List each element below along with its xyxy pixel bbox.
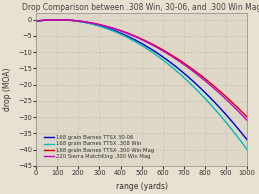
168 grain Barnes TTSX .300 Win Mag: [246, 116, 249, 118]
Legend: 168 grain Barnes TTSX 30-06, 168 grain Barnes TTSX .308 Win, 168 grain Barnes TT: 168 grain Barnes TTSX 30-06, 168 grain B…: [43, 134, 155, 160]
220 Sierra MatchKing .300 Win Mag: [203, 79, 206, 81]
168 grain Barnes TTSX .308 Win: [246, 148, 249, 151]
X-axis label: range (yards): range (yards): [116, 182, 168, 191]
220 Sierra MatchKing .300 Win Mag: [56, 19, 59, 21]
168 grain Barnes TTSX .308 Win: [35, 20, 38, 23]
220 Sierra MatchKing .300 Win Mag: [56, 19, 60, 21]
168 grain Barnes TTSX 30-06: [180, 70, 183, 72]
220 Sierra MatchKing .300 Win Mag: [120, 30, 123, 32]
Line: 168 grain Barnes TTSX 30-06: 168 grain Barnes TTSX 30-06: [36, 20, 247, 140]
Line: 220 Sierra MatchKing .300 Win Mag: 220 Sierra MatchKing .300 Win Mag: [36, 20, 247, 120]
168 grain Barnes TTSX 30-06: [56, 19, 59, 21]
168 grain Barnes TTSX 30-06: [120, 32, 123, 35]
168 grain Barnes TTSX 30-06: [128, 36, 131, 38]
168 grain Barnes TTSX .300 Win Mag: [56, 19, 60, 21]
168 grain Barnes TTSX 30-06: [246, 139, 249, 141]
168 grain Barnes TTSX .300 Win Mag: [203, 77, 206, 80]
168 grain Barnes TTSX .308 Win: [128, 37, 131, 40]
Line: 168 grain Barnes TTSX .300 Win Mag: 168 grain Barnes TTSX .300 Win Mag: [36, 20, 247, 117]
168 grain Barnes TTSX .300 Win Mag: [120, 30, 123, 32]
Title: Drop Comparison between .308 Win, 30-06, and .300 Win Mag: Drop Comparison between .308 Win, 30-06,…: [22, 3, 259, 12]
168 grain Barnes TTSX .308 Win: [199, 93, 203, 95]
220 Sierra MatchKing .300 Win Mag: [246, 119, 249, 121]
168 grain Barnes TTSX .308 Win: [180, 74, 183, 76]
168 grain Barnes TTSX .300 Win Mag: [180, 60, 183, 62]
220 Sierra MatchKing .300 Win Mag: [180, 61, 183, 64]
168 grain Barnes TTSX .308 Win: [120, 34, 123, 36]
168 grain Barnes TTSX .300 Win Mag: [199, 74, 203, 77]
168 grain Barnes TTSX .308 Win: [56, 19, 59, 21]
Y-axis label: drop (MOA): drop (MOA): [3, 68, 12, 111]
168 grain Barnes TTSX .300 Win Mag: [56, 19, 59, 21]
168 grain Barnes TTSX .308 Win: [203, 97, 206, 99]
220 Sierra MatchKing .300 Win Mag: [128, 33, 131, 35]
168 grain Barnes TTSX .300 Win Mag: [128, 33, 131, 35]
220 Sierra MatchKing .300 Win Mag: [199, 76, 203, 79]
168 grain Barnes TTSX 30-06: [56, 19, 60, 21]
Line: 168 grain Barnes TTSX .308 Win: 168 grain Barnes TTSX .308 Win: [36, 20, 247, 150]
168 grain Barnes TTSX 30-06: [199, 87, 203, 90]
168 grain Barnes TTSX .300 Win Mag: [35, 20, 38, 22]
168 grain Barnes TTSX 30-06: [203, 91, 206, 93]
168 grain Barnes TTSX 30-06: [35, 20, 38, 22]
168 grain Barnes TTSX .308 Win: [56, 19, 60, 21]
220 Sierra MatchKing .300 Win Mag: [35, 20, 38, 22]
